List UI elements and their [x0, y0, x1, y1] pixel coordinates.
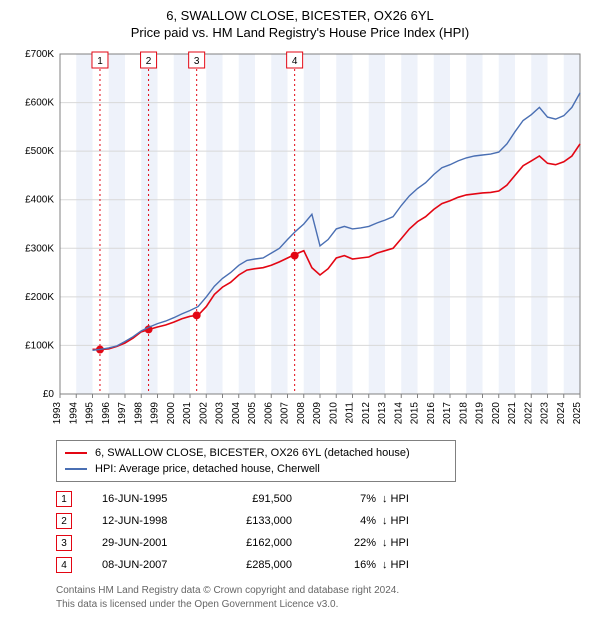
svg-text:2010: 2010	[328, 402, 339, 425]
transaction-row: 2 12-JUN-1998£133,0004%↓ HPI	[56, 510, 594, 532]
tx-badge: 2	[56, 513, 72, 529]
tx-hpi: ↓ HPI	[382, 559, 432, 571]
svg-text:2021: 2021	[507, 402, 518, 425]
svg-text:2017: 2017	[442, 402, 453, 425]
chart-container: 6, SWALLOW CLOSE, BICESTER, OX26 6YL Pri…	[0, 0, 600, 617]
svg-text:1996: 1996	[101, 402, 112, 425]
tx-hpi: ↓ HPI	[382, 493, 432, 505]
title-subtitle: Price paid vs. HM Land Registry's House …	[6, 25, 594, 40]
svg-text:2: 2	[146, 56, 152, 67]
svg-text:3: 3	[194, 56, 200, 67]
svg-text:2002: 2002	[198, 402, 209, 425]
svg-text:2008: 2008	[296, 402, 307, 425]
tx-hpi: ↓ HPI	[382, 515, 432, 527]
transaction-table: 116-JUN-1995£91,5007%↓ HPI212-JUN-1998£1…	[56, 488, 594, 576]
svg-text:2020: 2020	[491, 402, 502, 425]
svg-text:1995: 1995	[85, 402, 96, 425]
tx-diff: 7%	[322, 493, 382, 505]
title-address: 6, SWALLOW CLOSE, BICESTER, OX26 6YL	[6, 8, 594, 23]
legend-item-price: 6, SWALLOW CLOSE, BICESTER, OX26 6YL (de…	[65, 445, 447, 461]
tx-badge: 4	[56, 557, 72, 573]
svg-text:1999: 1999	[150, 402, 161, 425]
tx-hpi: ↓ HPI	[382, 537, 432, 549]
svg-text:£400K: £400K	[25, 195, 54, 206]
svg-text:£200K: £200K	[25, 292, 54, 303]
svg-text:2013: 2013	[377, 402, 388, 425]
tx-diff: 4%	[322, 515, 382, 527]
svg-text:2022: 2022	[523, 402, 534, 425]
svg-text:2001: 2001	[182, 402, 193, 425]
tx-diff: 16%	[322, 559, 382, 571]
tx-badge: 1	[56, 491, 72, 507]
tx-price: £91,500	[232, 493, 322, 505]
svg-text:2023: 2023	[540, 402, 551, 425]
svg-text:2006: 2006	[263, 402, 274, 425]
footnote-line: Contains HM Land Registry data © Crown c…	[56, 584, 594, 598]
svg-text:£0: £0	[43, 389, 55, 400]
legend-swatch	[65, 468, 87, 470]
legend-swatch	[65, 452, 87, 454]
svg-text:2025: 2025	[572, 402, 583, 425]
svg-text:£300K: £300K	[25, 243, 54, 254]
footnote: Contains HM Land Registry data © Crown c…	[56, 584, 594, 611]
svg-text:2024: 2024	[556, 402, 567, 425]
chart-svg: £0 £100K £200K £300K £400K £500K £600K £700K 199…	[6, 44, 594, 434]
svg-text:2005: 2005	[247, 402, 258, 425]
svg-text:2018: 2018	[458, 402, 469, 425]
svg-text:£500K: £500K	[25, 146, 54, 157]
legend: 6, SWALLOW CLOSE, BICESTER, OX26 6YL (de…	[56, 440, 456, 482]
legend-label: HPI: Average price, detached house, Cher…	[95, 463, 320, 475]
svg-text:2007: 2007	[280, 402, 291, 425]
transaction-row: 3 29-JUN-2001£162,00022%↓ HPI	[56, 532, 594, 554]
chart: £0 £100K £200K £300K £400K £500K £600K £700K 199…	[6, 44, 594, 434]
tx-diff: 22%	[322, 537, 382, 549]
svg-text:2019: 2019	[475, 402, 486, 425]
titles: 6, SWALLOW CLOSE, BICESTER, OX26 6YL Pri…	[6, 8, 594, 40]
svg-text:2015: 2015	[410, 402, 421, 425]
tx-price: £133,000	[232, 515, 322, 527]
legend-label: 6, SWALLOW CLOSE, BICESTER, OX26 6YL (de…	[95, 447, 410, 459]
tx-date: 16-JUN-1995	[102, 493, 232, 505]
tx-badge: 3	[56, 535, 72, 551]
svg-text:1993: 1993	[52, 402, 63, 425]
transaction-row: 4 08-JUN-2007£285,00016%↓ HPI	[56, 554, 594, 576]
tx-date: 08-JUN-2007	[102, 559, 232, 571]
svg-text:1: 1	[97, 56, 103, 67]
svg-text:£600K: £600K	[25, 98, 54, 109]
tx-date: 29-JUN-2001	[102, 537, 232, 549]
tx-price: £162,000	[232, 537, 322, 549]
svg-text:2011: 2011	[345, 402, 356, 424]
svg-text:4: 4	[292, 56, 298, 67]
svg-text:2016: 2016	[426, 402, 437, 425]
svg-text:£700K: £700K	[25, 49, 54, 60]
transaction-row: 1 16-JUN-1995£91,5007%↓ HPI	[56, 488, 594, 510]
svg-text:1998: 1998	[133, 402, 144, 425]
svg-text:1994: 1994	[68, 402, 79, 425]
svg-text:2009: 2009	[312, 402, 323, 425]
svg-text:2004: 2004	[231, 402, 242, 425]
svg-text:£100K: £100K	[25, 340, 54, 351]
svg-text:2012: 2012	[361, 402, 372, 425]
legend-item-hpi: HPI: Average price, detached house, Cher…	[65, 461, 447, 477]
svg-text:2000: 2000	[166, 402, 177, 425]
footnote-line: This data is licensed under the Open Gov…	[56, 598, 594, 612]
svg-text:1997: 1997	[117, 402, 128, 425]
svg-text:2014: 2014	[393, 402, 404, 425]
tx-price: £285,000	[232, 559, 322, 571]
svg-text:2003: 2003	[215, 402, 226, 425]
tx-date: 12-JUN-1998	[102, 515, 232, 527]
